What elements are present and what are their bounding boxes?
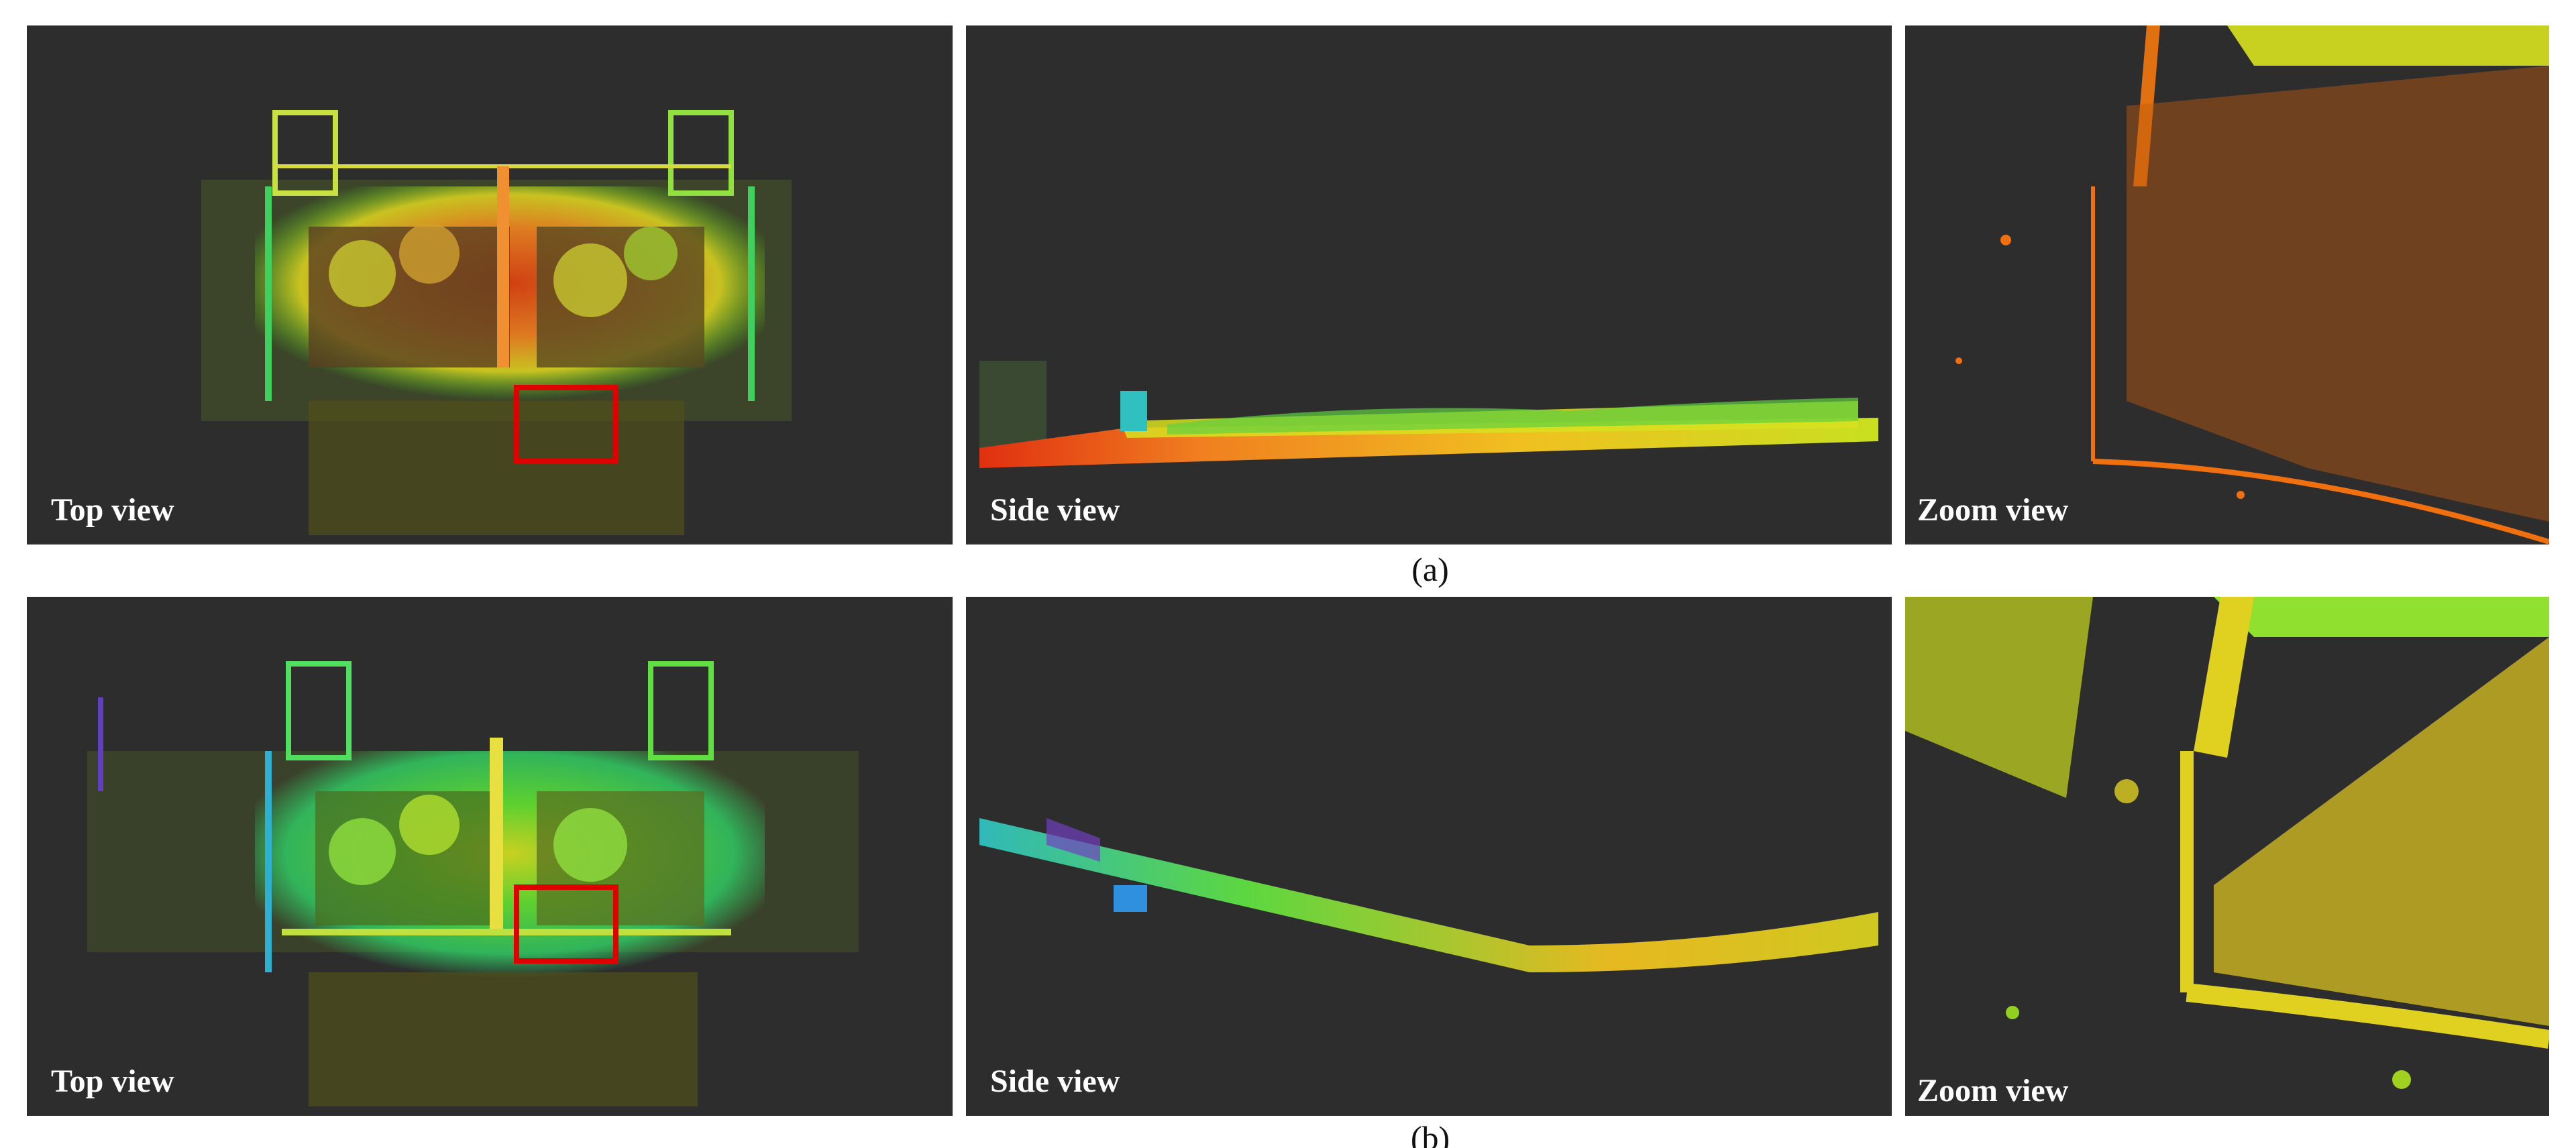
row-a-top-view-panel: Top view xyxy=(27,25,953,544)
highlight-box xyxy=(514,884,619,964)
row-b-side-view-pointcloud xyxy=(979,818,1878,972)
panel-label: Zoom view xyxy=(1917,492,2069,528)
row-a-top-view-pointcloud xyxy=(201,110,792,535)
row-a-zoom-view-panel: Zoom view xyxy=(1905,25,2549,544)
row-a-side-view-pointcloud xyxy=(979,361,1878,468)
row-b-zoom-view-panel: Zoom view xyxy=(1905,597,2549,1116)
highlight-box xyxy=(514,385,619,464)
row-b-zoom-view-pointcloud xyxy=(1905,597,2549,1089)
subfigure-caption-b: (b) xyxy=(1410,1119,1450,1148)
subfigure-caption-a: (a) xyxy=(1411,551,1449,588)
panel-label: Top view xyxy=(51,492,174,528)
row-a-zoom-view-pointcloud xyxy=(1955,25,2549,544)
row-a-side-view-panel: Side view xyxy=(966,25,1892,544)
panel-label: Top view xyxy=(51,1064,174,1099)
panel-label: Side view xyxy=(990,492,1120,528)
panel-label: Zoom view xyxy=(1917,1073,2069,1108)
row-b-top-view-pointcloud xyxy=(87,661,859,1106)
row-b-side-view-panel: Side view xyxy=(966,597,1892,1116)
row-b-top-view-panel: Top view xyxy=(27,597,953,1116)
panel-label: Side view xyxy=(990,1064,1120,1099)
